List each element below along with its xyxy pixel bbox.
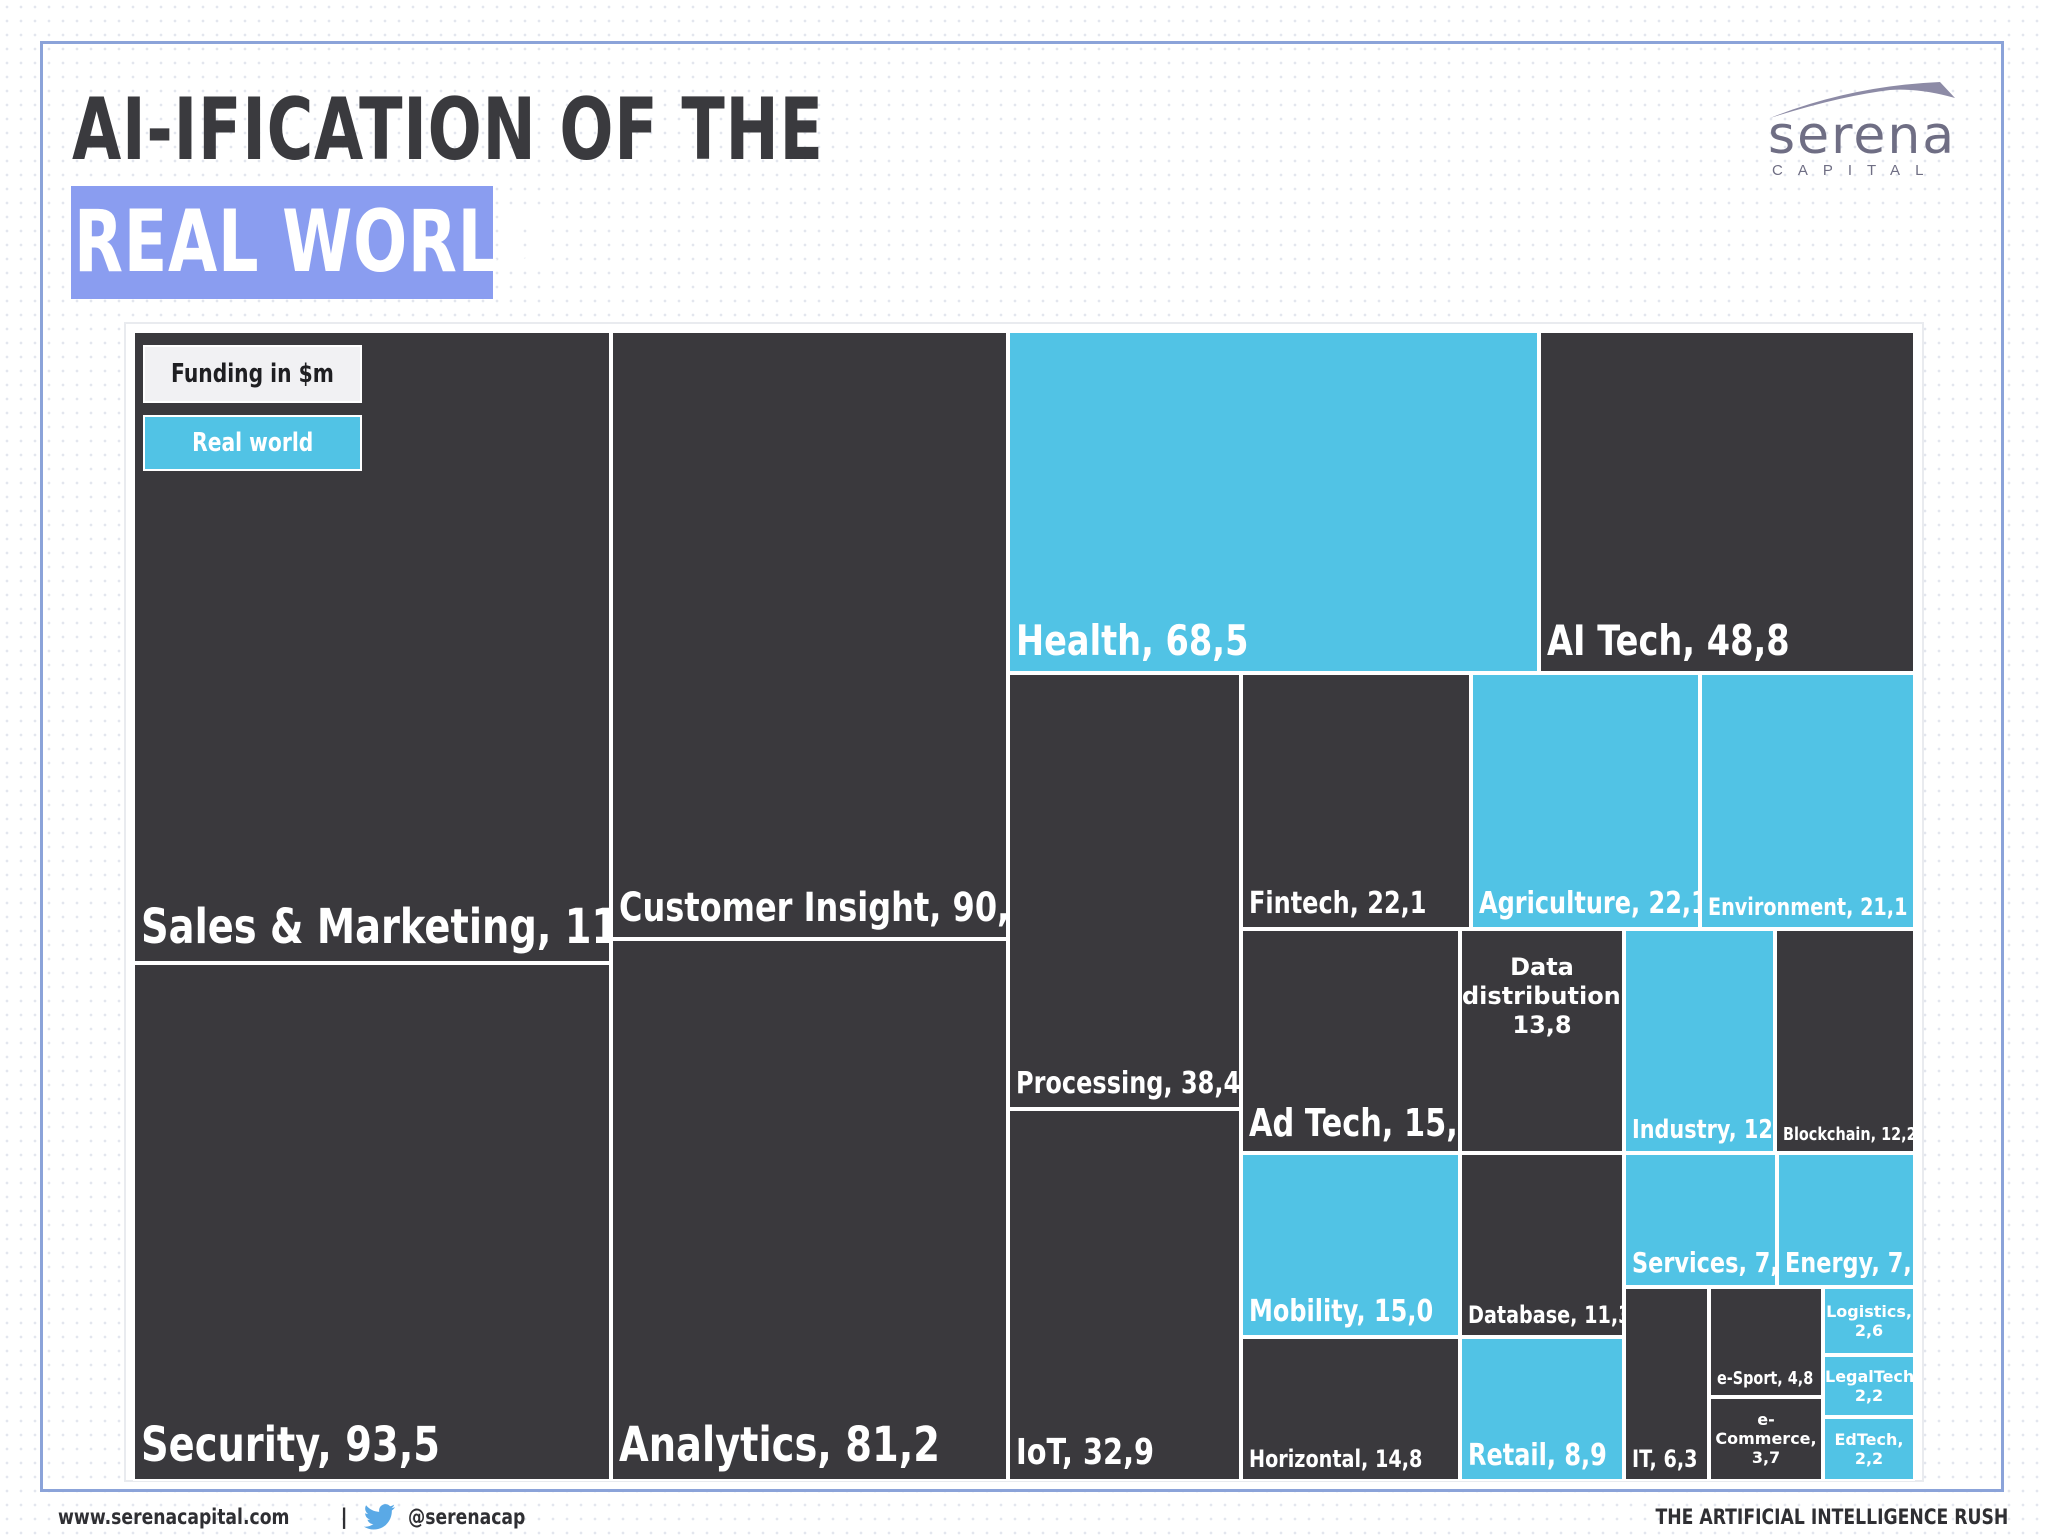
tile-label-e-commerce: e-Commerce, 3,7 <box>1715 1410 1817 1468</box>
tile-e-commerce: e-Commerce, 3,7 <box>1709 1397 1823 1481</box>
legend-label: Funding in $m <box>171 359 334 389</box>
tile-label-security: Security, 93,5 <box>141 1417 441 1473</box>
tile-services: Services, 7,7 <box>1624 1153 1777 1287</box>
tile-label-data-distribution: Data distribution, 13,8 <box>1462 953 1624 1039</box>
footer-website[interactable]: www.serenacapital.com <box>58 1505 290 1529</box>
footer-twitter-handle[interactable]: @serenacap <box>407 1505 526 1529</box>
tile-label-health: Health, 68,5 <box>1016 616 1249 665</box>
serena-capital-logo: serena CAPITAL <box>1760 76 1960 186</box>
tile-label-ai-tech: AI Tech, 48,8 <box>1547 616 1790 665</box>
tile-label-horizontal: Horizontal, 14,8 <box>1249 1445 1423 1473</box>
tile-data-distribution: Data distribution, 13,8 <box>1460 929 1624 1153</box>
tile-energy: Energy, 7,2 <box>1777 1153 1915 1287</box>
tile-blockchain: Blockchain, 12,2 <box>1775 929 1915 1153</box>
tile-analytics: Analytics, 81,2 <box>611 939 1008 1481</box>
tile-environment: Environment, 21,1 <box>1700 673 1915 929</box>
tile-label-blockchain: Blockchain, 12,2 <box>1783 1124 1915 1145</box>
tile-industry: Industry, 12,7 <box>1624 929 1775 1153</box>
tile-label-iot: IoT, 32,9 <box>1016 1432 1155 1473</box>
tile-label-database: Database, 11,3 <box>1468 1301 1624 1329</box>
tile-agriculture: Agriculture, 22,1 <box>1471 673 1700 929</box>
tile-edtech: EdTech, 2,2 <box>1823 1417 1915 1481</box>
logo-subtitle: CAPITAL <box>1772 162 1939 179</box>
tile-mobility: Mobility, 15,0 <box>1241 1153 1460 1337</box>
tile-label-mobility: Mobility, 15,0 <box>1249 1294 1434 1329</box>
tile-label-edtech: EdTech, 2,2 <box>1834 1429 1904 1468</box>
tile-label-logistics: Logistics, 2,6 <box>1826 1301 1912 1340</box>
tile-ai-tech: AI Tech, 48,8 <box>1539 331 1915 673</box>
tile-label-energy: Energy, 7,2 <box>1785 1246 1915 1279</box>
tile-label-environment: Environment, 21,1 <box>1708 893 1908 921</box>
tile-e-sport: e-Sport, 4,8 <box>1709 1287 1823 1397</box>
tile-label-sales-marketing: Sales & Marketing, 114,2 <box>141 899 609 955</box>
legend-label: Real world <box>191 428 314 458</box>
page-frame <box>40 41 2004 1492</box>
tile-processing: Processing, 38,4 <box>1008 673 1241 1109</box>
tile-label-retail: Retail, 8,9 <box>1468 1438 1607 1473</box>
legend-item-real-world: Real world <box>143 415 362 471</box>
footer-separator: | <box>340 1505 348 1529</box>
tile-label-processing: Processing, 38,4 <box>1016 1066 1241 1101</box>
tile-label-ad-tech: Ad Tech, 15,3 <box>1249 1101 1460 1145</box>
tile-label-customer-insight: Customer Insight, 90,6 <box>619 885 1008 931</box>
footer-right: THE ARTIFICIAL INTELLIGENCE RUSH <box>1578 1500 2008 1534</box>
tile-health: Health, 68,5 <box>1008 331 1539 673</box>
legend-item-funding-in-m: Funding in $m <box>143 345 362 403</box>
tile-label-legaltech: LegalTech, 2,2 <box>1825 1366 1915 1405</box>
logo-wordmark: serena <box>1768 106 1957 166</box>
title-line-1: AI-IFICATION OF THE <box>72 80 824 180</box>
title-highlight <box>71 186 493 299</box>
footer-tagline: THE ARTIFICIAL INTELLIGENCE RUSH <box>1655 1505 2008 1529</box>
tile-horizontal: Horizontal, 14,8 <box>1241 1337 1460 1481</box>
tile-label-analytics: Analytics, 81,2 <box>619 1417 940 1473</box>
tile-ad-tech: Ad Tech, 15,3 <box>1241 929 1460 1153</box>
twitter-bird-icon <box>363 1504 396 1530</box>
title-line-2: REAL WORLD <box>74 192 553 292</box>
tile-label-e-sport: e-Sport, 4,8 <box>1717 1368 1814 1389</box>
tile-label-agriculture: Agriculture, 22,1 <box>1479 886 1700 921</box>
logo-swoosh-icon <box>1770 82 1955 118</box>
tile-iot: IoT, 32,9 <box>1008 1109 1241 1481</box>
tile-label-services: Services, 7,7 <box>1632 1246 1775 1279</box>
tile-fintech: Fintech, 22,1 <box>1241 673 1471 929</box>
tile-label-it: IT, 6,3 <box>1632 1445 1698 1473</box>
tile-database: Database, 11,3 <box>1460 1153 1624 1337</box>
tile-customer-insight: Customer Insight, 90,6 <box>611 331 1008 939</box>
tile-label-industry: Industry, 12,7 <box>1632 1115 1773 1145</box>
treemap-chart: Sales & Marketing, 114,2 Security, 93,5 Cu… <box>133 331 1915 1481</box>
tile-it: IT, 6,3 <box>1624 1287 1709 1481</box>
tile-logistics: Logistics, 2,6 <box>1823 1287 1915 1355</box>
tile-legaltech: LegalTech, 2,2 <box>1823 1355 1915 1417</box>
tile-retail: Retail, 8,9 <box>1460 1337 1624 1481</box>
tile-security: Security, 93,5 <box>133 963 611 1481</box>
footer-left: www.serenacapital.com | @serenacap <box>58 1500 551 1534</box>
tile-label-fintech: Fintech, 22,1 <box>1249 886 1427 921</box>
